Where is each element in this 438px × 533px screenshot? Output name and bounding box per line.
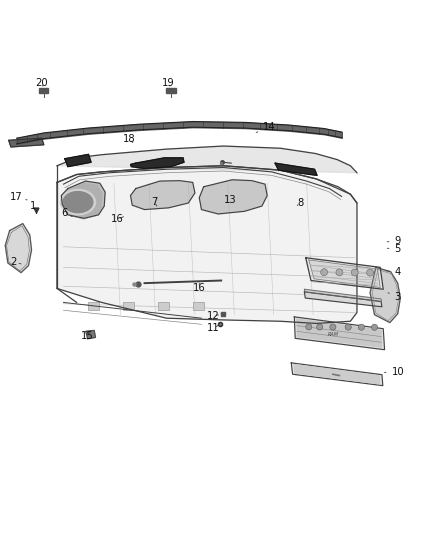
Text: RAM: RAM — [327, 332, 339, 337]
Polygon shape — [294, 317, 385, 350]
Circle shape — [358, 324, 364, 330]
Text: 9: 9 — [387, 236, 401, 246]
Text: 17: 17 — [10, 192, 27, 203]
Text: 7: 7 — [151, 197, 157, 207]
Text: 3: 3 — [388, 292, 401, 302]
Text: 20: 20 — [35, 77, 48, 87]
Polygon shape — [131, 181, 195, 209]
Bar — [88, 302, 99, 310]
Ellipse shape — [60, 189, 95, 215]
Polygon shape — [5, 223, 32, 273]
Circle shape — [367, 269, 374, 276]
Text: 18: 18 — [123, 134, 135, 144]
Polygon shape — [294, 365, 380, 384]
Polygon shape — [297, 319, 381, 347]
Text: 13: 13 — [224, 195, 236, 205]
Ellipse shape — [63, 191, 93, 213]
Text: 16: 16 — [193, 283, 206, 293]
Text: 19: 19 — [162, 77, 175, 87]
Bar — [158, 302, 169, 310]
Text: 2: 2 — [10, 257, 21, 267]
Bar — [193, 302, 204, 310]
Circle shape — [317, 324, 323, 330]
Text: 5: 5 — [387, 244, 401, 254]
Polygon shape — [61, 181, 105, 219]
Text: 11: 11 — [207, 323, 220, 333]
Bar — [166, 88, 176, 93]
Circle shape — [306, 324, 312, 330]
Polygon shape — [291, 363, 383, 386]
Polygon shape — [86, 330, 95, 339]
Polygon shape — [57, 146, 357, 173]
Polygon shape — [57, 166, 357, 324]
Text: 8: 8 — [297, 198, 303, 208]
Circle shape — [336, 269, 343, 276]
Polygon shape — [306, 258, 383, 289]
Bar — [39, 88, 48, 93]
Circle shape — [351, 269, 358, 276]
Polygon shape — [199, 180, 267, 214]
Text: 14: 14 — [256, 122, 276, 133]
Polygon shape — [275, 163, 317, 175]
Circle shape — [345, 324, 351, 330]
Circle shape — [330, 324, 336, 330]
Bar — [123, 302, 134, 310]
Polygon shape — [64, 183, 102, 219]
Text: 1: 1 — [30, 201, 36, 211]
Polygon shape — [309, 260, 380, 287]
Text: 16: 16 — [111, 214, 124, 224]
Circle shape — [371, 324, 378, 330]
Text: 10: 10 — [385, 367, 404, 377]
Polygon shape — [131, 158, 184, 168]
Polygon shape — [304, 289, 381, 302]
Text: 6: 6 — [62, 208, 72, 218]
Polygon shape — [304, 292, 382, 307]
Polygon shape — [9, 138, 44, 147]
Text: 4: 4 — [386, 266, 401, 277]
Text: 15: 15 — [81, 330, 94, 341]
Text: 12: 12 — [207, 311, 220, 320]
Polygon shape — [65, 155, 91, 167]
Circle shape — [321, 269, 328, 276]
Polygon shape — [370, 268, 400, 322]
